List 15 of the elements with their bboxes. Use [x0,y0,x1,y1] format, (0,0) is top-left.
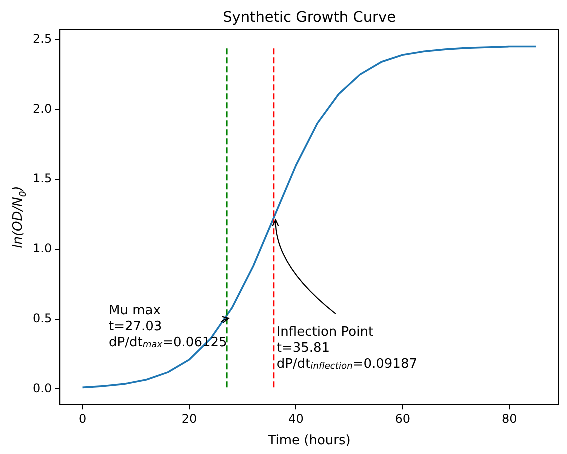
x-tick-label: 60 [395,412,411,426]
chart-title: Synthetic Growth Curve [223,10,396,26]
y-tick-label: 2.0 [32,102,52,116]
y-tick-label: 0.0 [32,381,52,396]
y-tick-label: 2.5 [32,32,52,46]
x-axis-title: Time (hours) [267,434,351,449]
y-tick-label: 1.5 [32,172,52,186]
y-axis-title: ln(OD/N0) [11,186,29,248]
x-tick-label: 80 [502,412,518,426]
y-tick-label: 0.5 [32,311,52,326]
x-tick-label: 20 [182,412,198,426]
x-tick-label: 40 [288,412,304,426]
annotation: Inflection Point t=35.81 dP/dtinflection=0.09187 [276,324,418,372]
x-tick-label: 0 [78,412,87,426]
y-tick-label: 1.0 [32,242,52,256]
